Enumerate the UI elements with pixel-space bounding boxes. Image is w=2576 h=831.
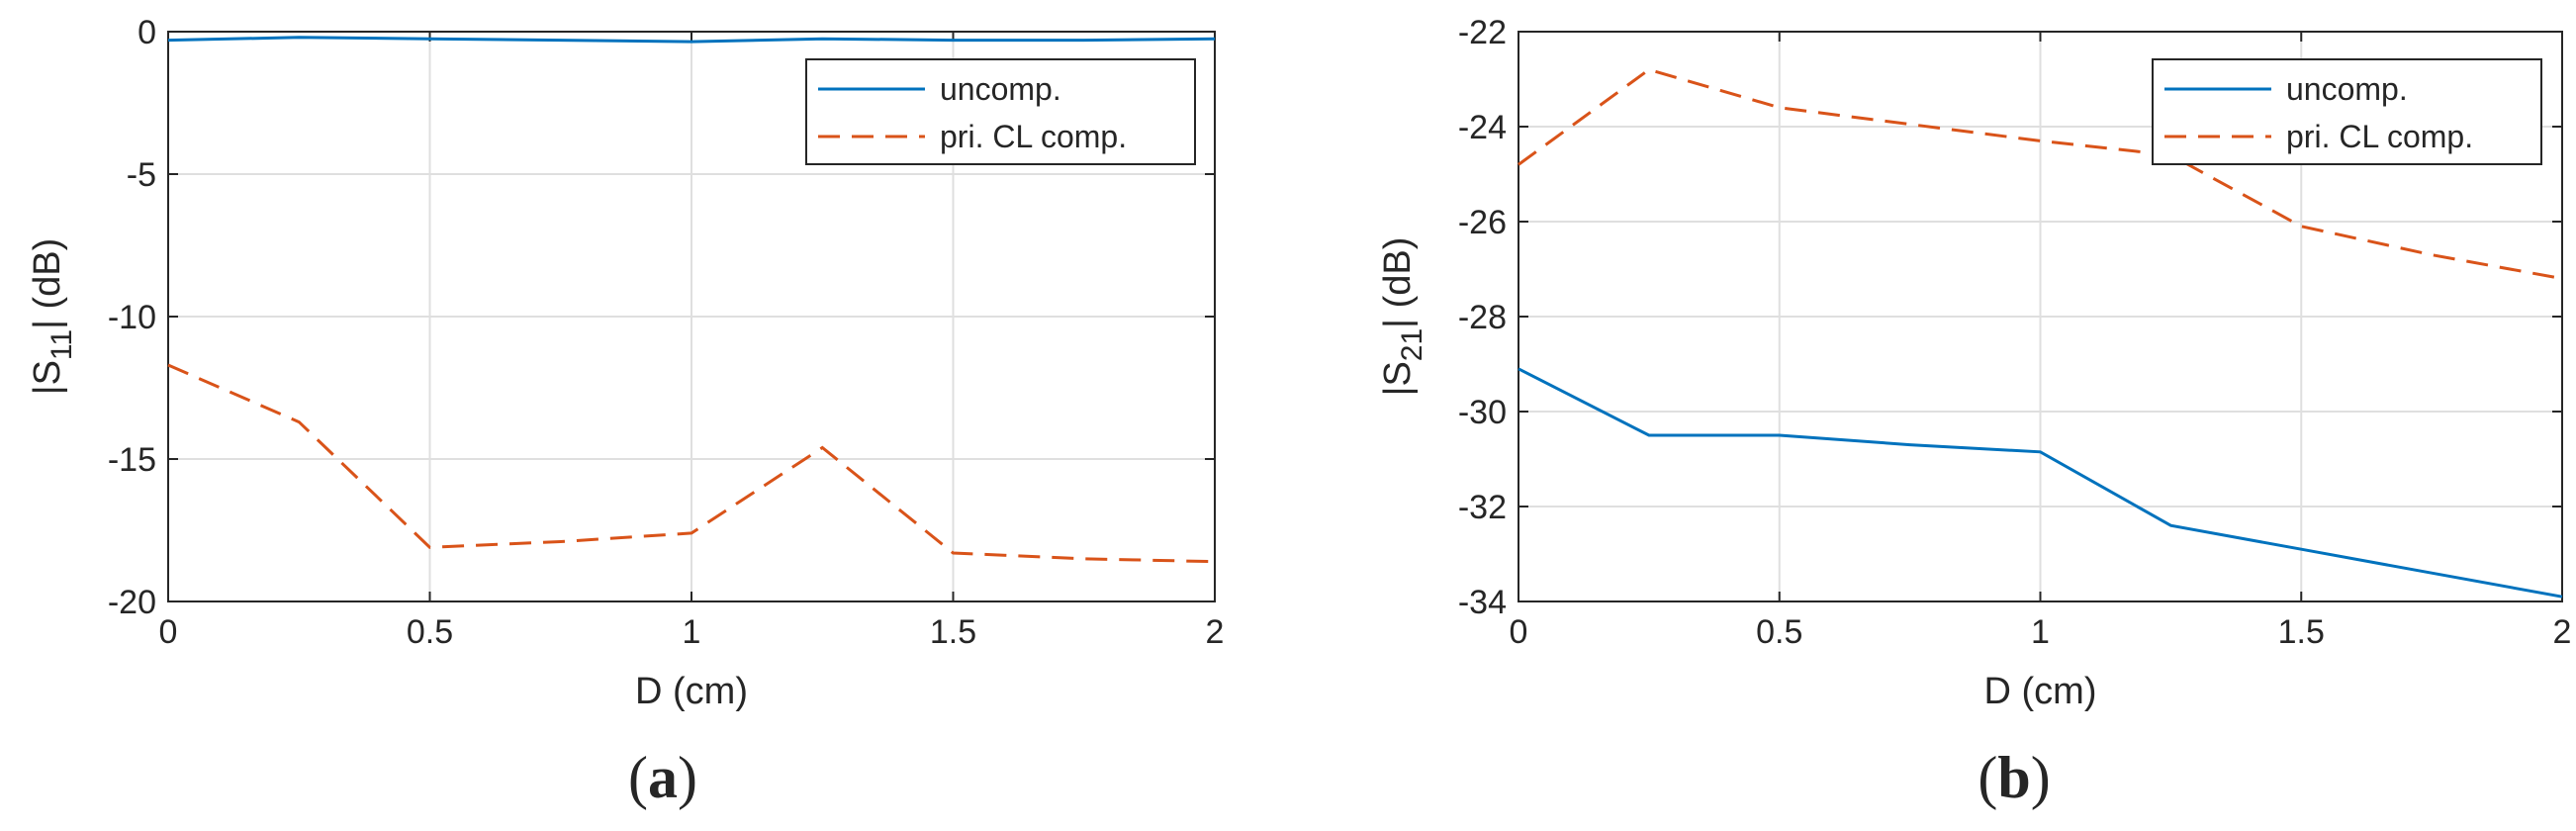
x-tick-label: 1.5 (930, 613, 976, 651)
panel-label: (b) (1978, 745, 2050, 810)
y-tick-label: -20 (108, 584, 156, 621)
legend-entry: uncomp. (940, 71, 1061, 107)
legend-entry: uncomp. (2286, 71, 2408, 107)
panel-label-open: ( (1978, 745, 1997, 810)
y-axis-label-main: |S (1377, 361, 1419, 396)
y-tick-label: 0 (138, 14, 156, 51)
y-tick-label: -26 (1458, 204, 1507, 241)
y-tick-label: -10 (108, 299, 156, 336)
y-tick-label: -15 (108, 441, 156, 479)
chart-panel-b: 0 0.5 1 1.5 2 -22 -24 -26 -28 -30 -32 -34 D (cm) |S21… (1377, 14, 2571, 810)
x-tick-label: 1.5 (2278, 613, 2325, 651)
y-axis-label: |S21| (dB) (1377, 237, 1428, 397)
x-tick-label: 1 (683, 613, 701, 651)
x-axis-label: D (cm) (635, 671, 748, 712)
panel-label-close: ) (678, 745, 697, 810)
series-line-uncomp (1518, 367, 2563, 599)
y-tick-label: -34 (1458, 584, 1507, 621)
panel-label-close: ) (2031, 745, 2051, 810)
panel-label-letter: b (1997, 745, 2030, 810)
x-axis-label: D (cm) (1984, 671, 2097, 712)
x-tick-label: 2 (1206, 613, 1225, 651)
y-tick-label: -24 (1458, 109, 1507, 146)
panel-label-letter: a (648, 745, 678, 810)
y-tick-label: -5 (127, 156, 156, 194)
y-axis-label-main: |S (27, 360, 68, 395)
series-line-pri-cl-comp (1518, 67, 2563, 281)
x-tick-label: 0.5 (407, 613, 453, 651)
legend-box (805, 58, 1196, 165)
y-axis-label-tail: | (dB) (1377, 237, 1419, 328)
y-tick-label: -28 (1458, 299, 1507, 336)
x-tick-label: 0 (1510, 613, 1528, 651)
panel-label: (a) (628, 745, 697, 810)
x-tick-label: 1 (2031, 613, 2050, 651)
y-tick-label: -32 (1458, 489, 1507, 526)
y-axis-label: |S11| (dB) (27, 238, 78, 396)
series-line-pri-cl-comp (167, 363, 1216, 564)
legend-box (2152, 58, 2542, 165)
y-tick-label: -30 (1458, 394, 1507, 431)
y-tick-label: -22 (1458, 14, 1507, 51)
chart-panel-a: 0 0.5 1 1.5 2 0 -5 -10 -15 -20 D (cm) |S11| (dB) unc… (27, 14, 1224, 810)
x-tick-label: 0 (159, 613, 178, 651)
x-tick-label: 0.5 (1756, 613, 1802, 651)
series-line-uncomp (167, 36, 1216, 44)
y-axis-label-tail: | (dB) (27, 238, 68, 329)
legend: uncomp. pri. CL comp. (805, 58, 1196, 165)
y-axis-label-subscript: 21 (1396, 328, 1428, 361)
legend-entry: pri. CL comp. (2286, 119, 2473, 154)
x-tick-label: 2 (2553, 613, 2572, 651)
legend: uncomp. pri. CL comp. (2152, 58, 2542, 165)
y-axis-label-subscript: 11 (46, 329, 78, 360)
legend-entry: pri. CL comp. (940, 119, 1127, 154)
panel-label-open: ( (628, 745, 648, 810)
